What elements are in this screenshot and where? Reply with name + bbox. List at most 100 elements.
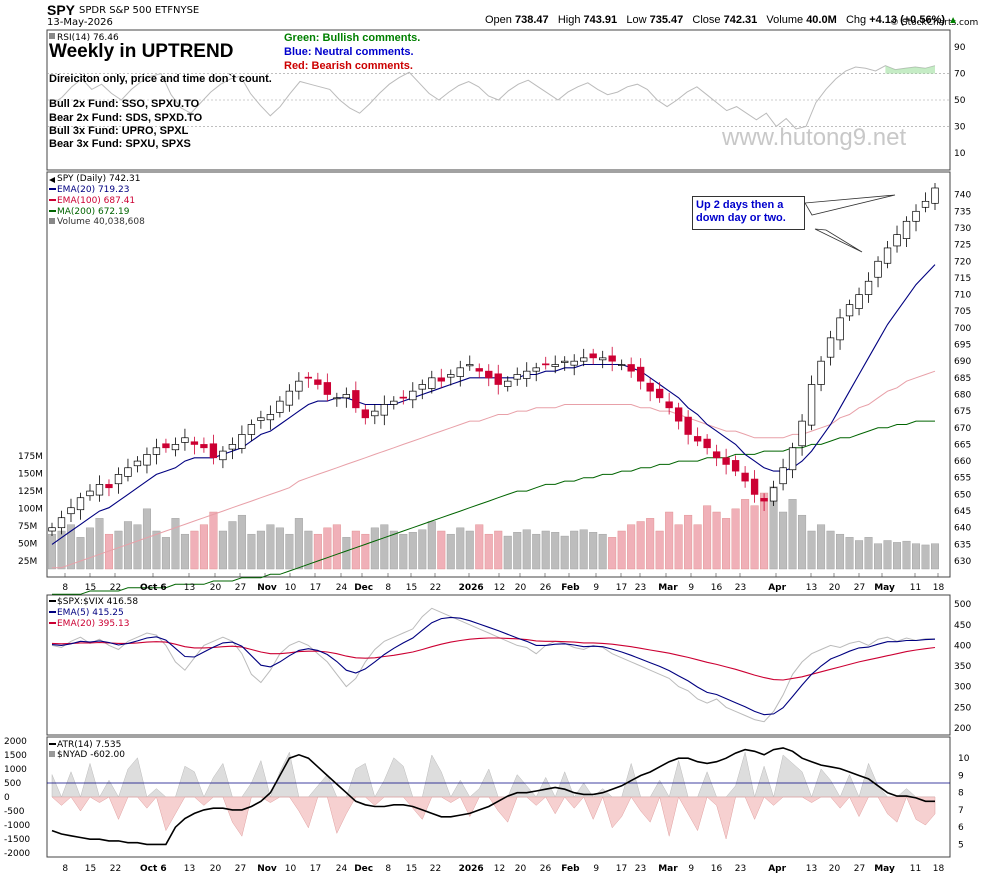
candle-body [399,396,407,399]
volume-bar [503,535,512,570]
volume-bar [361,533,370,570]
candle-body [76,497,85,511]
candle-body [352,390,360,409]
candle-body [494,373,502,385]
atr-x-tick-label: 16 [711,864,723,874]
ratio-ema5-line [51,616,936,716]
low-value: 735.47 [649,14,684,26]
annotation-fund-4: Bear 3x Fund: SPXU, SPXS [49,138,191,150]
volume-tick-label: 25M [18,557,37,567]
price-tick-label: 710 [954,291,971,301]
price-x-tick-label: 22 [110,583,121,593]
price-tick-label: 740 [954,191,971,201]
volume-bar [617,530,626,570]
price-x-tick-label: 20 [829,583,841,593]
volume-bar [674,524,683,570]
callout-pointer-lower [814,228,863,253]
volume-bar [655,530,664,570]
candle-body [133,460,142,467]
candle-body [693,436,702,442]
rsi-tick-label: 70 [954,70,966,80]
price-tick-label: 730 [954,224,971,234]
price-x-tick-label: 20 [210,583,222,593]
candle-body [807,384,816,426]
price-x-tick-label: Nov [257,583,277,593]
price-x-tick-label: 17 [310,583,321,593]
candle-body [883,247,892,264]
volume-label: Volume [766,14,804,26]
volume-legend: Volume 40,038,608 [57,217,145,227]
volume-bar [636,521,645,570]
candle-body [181,437,189,443]
atr-x-tick-label: 20 [829,864,841,874]
atr-x-tick-label: 20 [210,864,222,874]
price-tick-label: 655 [954,474,971,484]
annotation-title: Weekly in UPTREND [49,41,234,62]
volume-bar [722,518,731,570]
candle-body [750,478,759,495]
candle-body [864,280,873,295]
ratio-tick-label: 350 [954,662,971,672]
candle-body [257,417,265,421]
price-x-tick-label: Oct 6 [140,583,167,593]
volume-value: 40.0M [806,14,837,26]
chart-header: SPY SPDR S&P 500 ETF NYSE 13-May-2026 © … [47,2,987,28]
candle-body [466,364,474,367]
volume-bar [532,533,541,570]
price-tick-label: 645 [954,507,971,517]
price-tick-label: 690 [954,357,971,367]
candle-body [95,484,104,496]
rsi-legend-swatch [49,33,55,39]
ema20-line [51,264,936,545]
ratio-tick-label: 450 [954,621,971,631]
ema100-legend: EMA(100) 687.41 [57,196,135,206]
candle-body [295,380,303,392]
candle-body [855,294,863,309]
volume-bar [608,537,617,570]
annotation-green: Green: Bullish comments. [284,32,421,44]
volume-bar [389,530,398,570]
volume-bar [294,518,303,570]
atr-x-tick-label: 26 [540,864,552,874]
candle-body [561,360,569,363]
price-tick-label: 720 [954,257,971,267]
volume-bar [437,530,446,570]
candle-body [437,377,445,382]
price-tick-label: 660 [954,457,971,467]
candle-body [665,401,673,409]
atr-x-tick-label: 9 [593,864,599,874]
volume-bar [427,521,436,570]
volume-bar [760,492,769,570]
volume-bar [256,530,265,570]
atr-x-tick-label: 15 [406,864,417,874]
rsi-tick-label: 30 [954,122,966,132]
volume-bar [513,532,522,570]
candle-body [542,363,550,366]
price-x-tick-label: Dec [354,583,373,593]
price-x-tick-label: 23 [735,583,746,593]
price-x-tick-label: 15 [85,583,96,593]
volume-bar [494,530,503,570]
atr-line [51,747,935,846]
annotation-fund-1: Bull 2x Fund: SSO, SPXU.TO [49,98,200,110]
volume-bar [893,542,902,570]
high-value: 743.91 [583,14,618,26]
volume-bar [855,540,864,570]
volume-bar [598,533,607,570]
price-x-tick-label: Feb [561,583,580,593]
price-x-tick-label: 27 [235,583,246,593]
atr-tick-label: 6 [958,823,964,833]
price-x-tick-label: Apr [768,583,786,593]
candle-body [447,374,455,378]
candle-body [409,390,417,401]
candle-body [893,234,901,247]
atr-x-tick-label: 27 [235,864,246,874]
volume-bar [541,530,550,570]
volume-bar [665,511,674,570]
candle-body [674,407,683,422]
volume-bar [902,540,911,570]
price-x-tick-label: 13 [806,583,817,593]
atr-x-tick-label: Feb [561,864,580,874]
volume-bar [313,533,322,570]
candle-body [190,441,199,445]
